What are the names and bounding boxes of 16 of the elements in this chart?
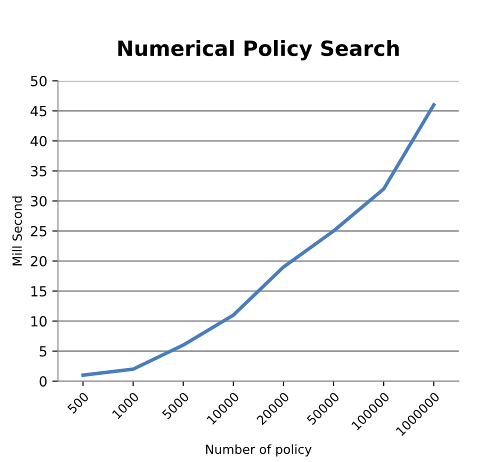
x-axis-title: Number of policy bbox=[206, 444, 312, 456]
y-axis-title: Mill Second bbox=[12, 196, 22, 266]
y-tick-label: 30 bbox=[30, 196, 47, 206]
x-tick-label: 500 bbox=[66, 392, 90, 414]
y-tick-label: 45 bbox=[30, 106, 46, 116]
y-tick-label: 25 bbox=[30, 226, 46, 236]
y-tick-label: 15 bbox=[31, 286, 46, 297]
y-tick-label: 35 bbox=[30, 166, 46, 176]
chart-title: Numerical Policy Search bbox=[118, 40, 399, 60]
y-tick-label: 20 bbox=[30, 256, 47, 267]
line-series bbox=[81, 103, 436, 377]
y-tick-label: 5 bbox=[40, 346, 46, 357]
y-tick-label: 10 bbox=[31, 316, 47, 327]
y-tick-label: 40 bbox=[30, 136, 47, 146]
y-tick-label: 0 bbox=[40, 376, 47, 387]
y-tick-label: 50 bbox=[30, 76, 47, 86]
